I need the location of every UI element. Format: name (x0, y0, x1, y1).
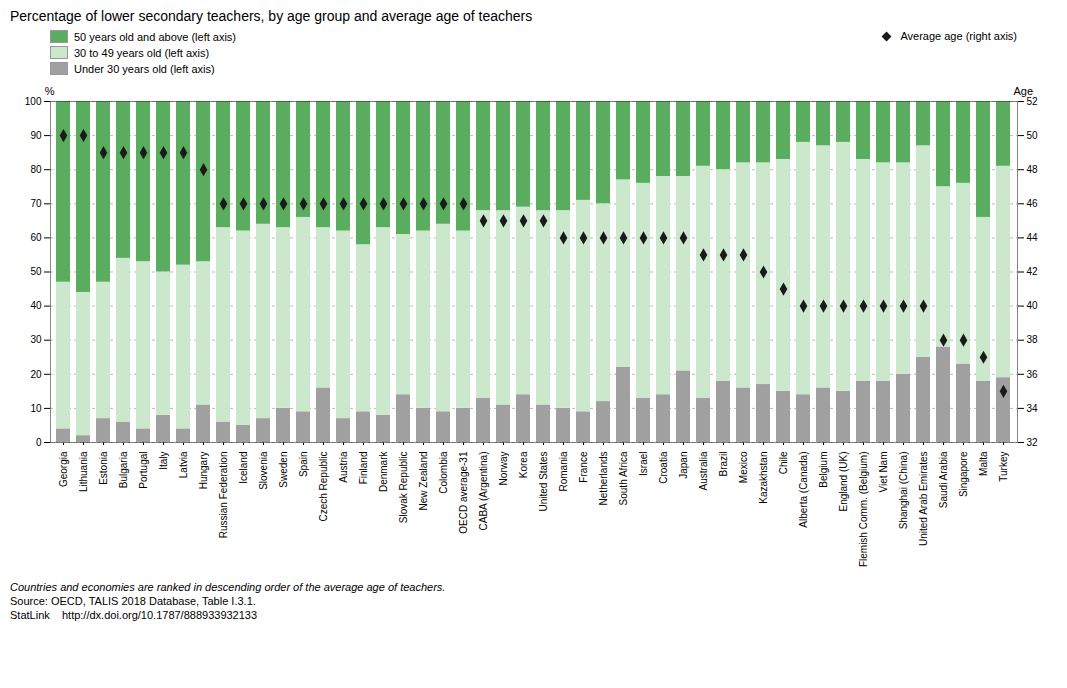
svg-text:30: 30 (30, 334, 42, 345)
svg-text:Singapore: Singapore (958, 451, 969, 497)
html-text:30 to 49 years old (left axis): 30 to 49 years old (left axis) (74, 46, 210, 59)
svg-text:England (UK): England (UK) (838, 452, 849, 512)
svg-text:United States: United States (538, 452, 549, 512)
svg-text:60: 60 (30, 232, 42, 243)
svg-text:Age: Age (1014, 85, 1034, 97)
html-text:Percentage of lower secondary: Percentage of lower secondary teachers, … (10, 8, 533, 24)
svg-text:52: 52 (1027, 96, 1039, 107)
svg-text:Spain: Spain (298, 452, 309, 478)
svg-text:32: 32 (1027, 437, 1039, 448)
svg-text:Lithuania: Lithuania (78, 451, 89, 492)
svg-text:Turkey: Turkey (998, 452, 1009, 482)
svg-text:Austria: Austria (338, 451, 349, 483)
svg-text:90: 90 (30, 130, 42, 141)
svg-text:Georgia: Georgia (58, 451, 69, 487)
svg-text:Belgium: Belgium (818, 452, 829, 488)
svg-text:Shanghai (China): Shanghai (China) (898, 452, 909, 530)
svg-text:Romania: Romania (558, 451, 569, 491)
svg-text:0: 0 (36, 437, 42, 448)
svg-text:Portugal: Portugal (138, 452, 149, 489)
svg-text:Sweden: Sweden (278, 452, 289, 488)
svg-text:100: 100 (25, 96, 42, 107)
html-text:Source: OECD, TALIS 2018 Datab: Source: OECD, TALIS 2018 Database, Table… (10, 595, 256, 607)
svg-text:44: 44 (1027, 232, 1039, 243)
svg-text:Iceland: Iceland (238, 452, 249, 484)
svg-text:Estonia: Estonia (98, 451, 109, 485)
svg-text:Kazakhstan: Kazakhstan (758, 452, 769, 504)
svg-text:New Zealand: New Zealand (418, 452, 429, 511)
svg-text:Colombia: Colombia (438, 451, 449, 494)
svg-text:Mexico: Mexico (738, 451, 749, 483)
svg-text:France: France (578, 451, 589, 483)
svg-text:48: 48 (1027, 164, 1039, 175)
svg-text:10: 10 (30, 403, 42, 414)
html-text:StatLink http://dx.doi.org/10.: StatLink http://dx.doi.org/10.1787/88893… (10, 609, 258, 621)
svg-text:Bulgaria: Bulgaria (118, 451, 129, 488)
svg-text:Czech Republic: Czech Republic (318, 452, 329, 522)
svg-text:40: 40 (1027, 300, 1039, 311)
svg-text:Chile: Chile (778, 451, 789, 474)
svg-text:20: 20 (30, 369, 42, 380)
svg-text:Latvia: Latvia (178, 451, 189, 478)
svg-text:Netherlands: Netherlands (598, 452, 609, 506)
svg-text:Denmark: Denmark (378, 451, 389, 493)
svg-text:Russian Federation: Russian Federation (218, 452, 229, 539)
svg-text:Norway: Norway (498, 452, 509, 486)
svg-text:46: 46 (1027, 198, 1039, 209)
svg-text:Australia: Australia (698, 451, 709, 490)
html-text:50 years old and above (left a: 50 years old and above (left axis) (74, 30, 236, 43)
svg-text:OECD average-31: OECD average-31 (458, 451, 469, 534)
svg-text:Italy: Italy (158, 452, 169, 470)
svg-text:Slovenia: Slovenia (258, 451, 269, 490)
svg-text:50: 50 (30, 266, 42, 277)
svg-text:Malta: Malta (978, 451, 989, 476)
svg-text:Korea: Korea (518, 451, 529, 478)
svg-text:Viet Nam: Viet Nam (878, 452, 889, 493)
svg-text:36: 36 (1027, 369, 1039, 380)
svg-text:Alberta (Canada): Alberta (Canada) (798, 452, 809, 528)
svg-text:Hungary: Hungary (198, 452, 209, 490)
svg-text:CABA (Argentina): CABA (Argentina) (478, 452, 489, 531)
svg-text:Finland: Finland (358, 452, 369, 485)
svg-text:Flemish Comm. (Belgium): Flemish Comm. (Belgium) (858, 452, 869, 568)
svg-text:Japan: Japan (678, 452, 689, 479)
svg-text:Croatia: Croatia (658, 451, 669, 484)
svg-text:%: % (45, 85, 55, 97)
svg-text:South Africa: South Africa (618, 451, 629, 505)
svg-text:42: 42 (1027, 266, 1039, 277)
svg-text:Saudi Arabia: Saudi Arabia (938, 451, 949, 508)
svg-text:70: 70 (30, 198, 42, 209)
svg-text:34: 34 (1027, 403, 1039, 414)
html-text:Countries and economies are ra: Countries and economies are ranked in de… (10, 581, 446, 593)
svg-text:40: 40 (30, 300, 42, 311)
svg-text:80: 80 (30, 164, 42, 175)
svg-text:Israel: Israel (638, 452, 649, 476)
svg-text:50: 50 (1027, 130, 1039, 141)
svg-text:Brazil: Brazil (718, 452, 729, 477)
svg-text:38: 38 (1027, 334, 1039, 345)
svg-text:Slovak Republic: Slovak Republic (398, 452, 409, 524)
html-text:Average age (right axis): Average age (right axis) (900, 30, 1017, 42)
html-text:Under 30 years old (left axis): Under 30 years old (left axis) (74, 62, 215, 75)
svg-text:United Arab Emirates: United Arab Emirates (918, 452, 929, 547)
